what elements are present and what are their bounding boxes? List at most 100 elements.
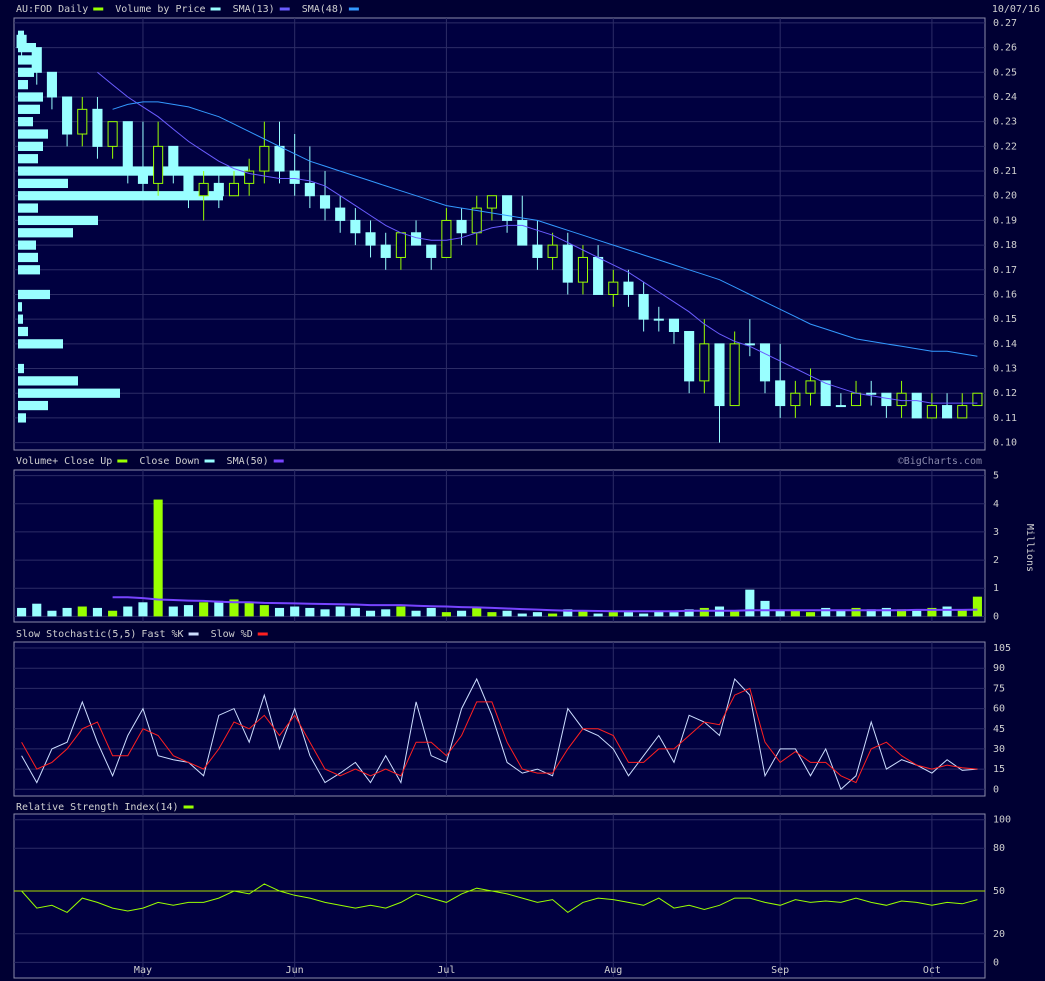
- volume-bar: [623, 612, 634, 617]
- legend-label: AU:FOD Daily: [16, 4, 88, 15]
- volume-bar: [578, 610, 588, 617]
- credit: ©BigCharts.com: [898, 456, 982, 467]
- legend-label: Volume+ Close Up: [16, 456, 112, 467]
- y-tick-label: 0.16: [993, 289, 1017, 300]
- legend-swatch: [188, 632, 199, 636]
- y-tick-label: 0.24: [993, 92, 1017, 103]
- volume-bar: [912, 610, 922, 617]
- volume-bar: [274, 607, 285, 617]
- candle-body: [380, 244, 391, 258]
- volume-by-price-bar: [18, 92, 43, 102]
- volume-by-price-bar: [18, 388, 120, 398]
- volume-bar: [32, 603, 42, 617]
- y-tick-label: 20: [993, 929, 1005, 940]
- volume-bar: [229, 599, 239, 617]
- volume-by-price-bar: [18, 67, 34, 77]
- volume-by-price-bar: [18, 240, 36, 250]
- candle-body: [957, 405, 968, 419]
- volume-by-price-bar: [18, 314, 23, 324]
- candle-body: [668, 318, 680, 333]
- y-tick-label: 2: [993, 555, 999, 566]
- candle-body: [911, 392, 922, 419]
- x-tick-label: Jun: [286, 965, 304, 976]
- candle-body: [562, 244, 573, 283]
- volume-by-price-bar: [18, 178, 68, 189]
- candle-body: [881, 392, 892, 407]
- volume-bar: [654, 610, 664, 617]
- volume-by-price-bar: [18, 80, 28, 90]
- legend-label: SMA(13): [233, 4, 275, 15]
- volume-by-price-bar: [18, 265, 40, 275]
- volume-bar: [108, 610, 118, 617]
- y-axis-label: Millions: [1024, 524, 1035, 572]
- volume-bar: [821, 607, 831, 617]
- y-tick-label: 100: [993, 815, 1011, 826]
- y-tick-label: 0.27: [993, 18, 1017, 29]
- candle-body: [835, 405, 846, 408]
- indicator-line: [21, 883, 978, 914]
- y-tick-label: 0.23: [993, 117, 1017, 128]
- y-tick-label: 0.18: [993, 240, 1017, 251]
- candle-body: [319, 195, 331, 209]
- y-tick-label: 60: [993, 704, 1005, 715]
- volume-bar: [836, 610, 846, 617]
- legend-swatch: [117, 459, 128, 463]
- volume-bar: [305, 607, 315, 617]
- legend-label: Volume by Price: [115, 4, 205, 15]
- volume-by-price-bar: [18, 215, 98, 226]
- volume-bar: [897, 609, 907, 617]
- volume-bar: [17, 607, 27, 617]
- volume-bar: [335, 606, 345, 617]
- candle-body: [577, 256, 588, 283]
- candle-body: [517, 219, 528, 246]
- volume-bar: [472, 606, 482, 617]
- candle-body: [77, 108, 88, 135]
- candle-body: [274, 145, 285, 172]
- legend-swatch: [204, 459, 215, 463]
- date: 10/07/16: [992, 4, 1040, 15]
- y-tick-label: 15: [993, 764, 1005, 775]
- volume-bar: [168, 606, 178, 617]
- candle-body: [441, 219, 452, 258]
- legend-label: SMA(48): [302, 4, 344, 15]
- candle-body: [684, 331, 695, 382]
- candle-body: [805, 380, 816, 394]
- rsi-panel: [13, 813, 986, 979]
- volume-by-price-bar: [18, 154, 38, 164]
- candle-body: [365, 232, 376, 246]
- volume-by-price-bar: [18, 363, 24, 374]
- candle-body: [183, 170, 194, 197]
- volume-by-price-bar: [18, 228, 73, 238]
- x-tick-label: Jul: [437, 965, 455, 976]
- volume-by-price-bar: [18, 400, 48, 411]
- candle-body: [896, 392, 907, 407]
- volume-by-price-bar: [18, 413, 26, 423]
- legend-label: Slow Stochastic(5,5): [16, 629, 136, 640]
- y-tick-label: 90: [993, 663, 1005, 674]
- x-tick-label: Sep: [771, 965, 789, 976]
- y-tick-label: 0.22: [993, 141, 1017, 152]
- y-tick-label: 0: [993, 611, 999, 622]
- volume-bar: [320, 609, 330, 617]
- candle-body: [153, 145, 164, 184]
- candle-body: [259, 145, 270, 172]
- sma-line: [112, 101, 978, 357]
- volume-bar: [92, 607, 102, 617]
- volume-by-price-bar: [18, 104, 40, 114]
- volume-bar: [699, 607, 709, 617]
- y-tick-label: 0.15: [993, 314, 1017, 325]
- candle-body: [608, 281, 619, 295]
- y-tick-label: 105: [993, 643, 1011, 654]
- volume-by-price-bar: [18, 326, 28, 337]
- volume-bar: [183, 605, 194, 617]
- y-tick-label: 0.11: [993, 413, 1017, 424]
- volume-by-price-bar: [18, 302, 22, 312]
- candle-body: [972, 392, 983, 407]
- volume-bar: [866, 609, 876, 617]
- candle-body: [456, 219, 467, 234]
- price-panel: [13, 17, 986, 451]
- volume-by-price-bar: [18, 289, 50, 300]
- volume-bar: [927, 607, 937, 617]
- legend-label: Relative Strength Index(14): [16, 802, 179, 813]
